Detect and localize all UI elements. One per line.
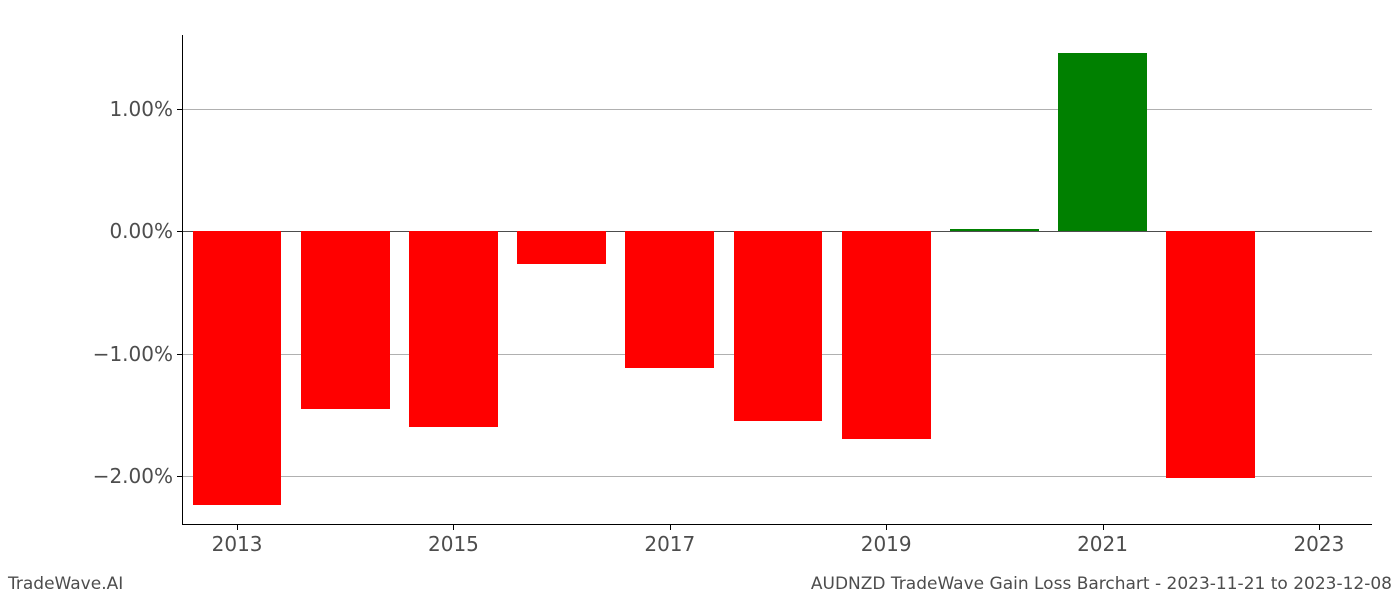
bar xyxy=(409,231,498,427)
ytick-label: 1.00% xyxy=(109,97,183,121)
xtick-label: 2017 xyxy=(644,524,695,556)
bar xyxy=(842,231,931,439)
xtick-label: 2013 xyxy=(212,524,263,556)
xtick-label: 2015 xyxy=(428,524,479,556)
ytick-label: −1.00% xyxy=(93,342,183,366)
bar xyxy=(625,231,714,368)
footer-left-label: TradeWave.AI xyxy=(8,574,123,594)
bar xyxy=(301,231,390,409)
ytick-label: −2.00% xyxy=(93,464,183,488)
grid-line xyxy=(183,109,1372,110)
bar xyxy=(734,231,823,421)
xtick-label: 2023 xyxy=(1293,524,1344,556)
footer-right-label: AUDNZD TradeWave Gain Loss Barchart - 20… xyxy=(811,574,1392,594)
xtick-label: 2019 xyxy=(861,524,912,556)
xtick-label: 2021 xyxy=(1077,524,1128,556)
bar xyxy=(193,231,282,505)
bar xyxy=(517,231,606,264)
chart-plot-area: −2.00%−1.00%0.00%1.00%201320152017201920… xyxy=(182,35,1372,525)
ytick-label: 0.00% xyxy=(109,219,183,243)
bar xyxy=(950,229,1039,231)
bar xyxy=(1058,53,1147,231)
bar xyxy=(1166,231,1255,478)
